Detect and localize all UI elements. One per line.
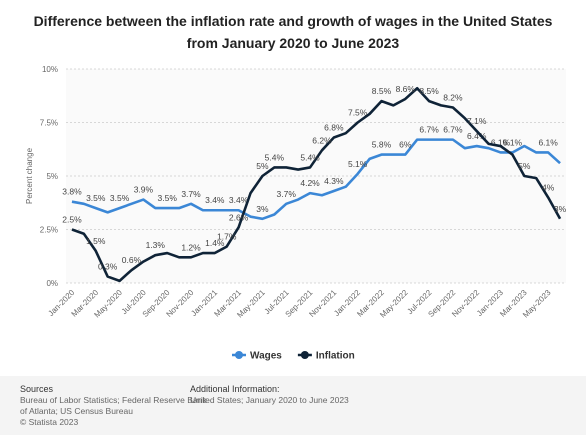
data-label: 1.7% (217, 232, 237, 242)
source-line: © Statista 2023 (20, 417, 79, 427)
y-tick-label: 2.5% (40, 226, 58, 235)
data-label: 6.2% (312, 135, 332, 145)
source-line: Bureau of Labor Statistics; Federal Rese… (20, 395, 207, 405)
data-label: 3.4% (205, 195, 225, 205)
y-tick-label: 10% (42, 65, 58, 74)
data-label: 5.1% (348, 159, 368, 169)
data-label: 6.8% (324, 122, 344, 132)
data-label: 3% (256, 204, 269, 214)
data-label: 3.7% (277, 189, 297, 199)
data-label: 0.6% (122, 255, 142, 265)
chart-title: Difference between the inflation rate an… (33, 13, 553, 51)
data-label: 4% (542, 182, 555, 192)
data-label: 3.5% (110, 193, 130, 203)
data-label: 7.5% (348, 108, 368, 118)
data-label: 3% (554, 204, 567, 214)
data-label: 1.3% (146, 240, 166, 250)
chart: 0%2.5%5%7.5%10%Percent changeJan-2020Mar… (25, 65, 567, 362)
data-label: 1.5% (86, 236, 106, 246)
data-label: 4.3% (324, 176, 344, 186)
data-label: 8.5% (419, 86, 439, 96)
info-text: United States; January 2020 to June 2023 (190, 395, 349, 405)
y-axis-label: Percent change (25, 147, 34, 204)
y-tick-label: 7.5% (40, 119, 58, 128)
data-label: 5.4% (265, 152, 285, 162)
legend-item: Inflation (297, 351, 355, 362)
data-label: 5% (256, 161, 269, 171)
data-label: 6.7% (419, 125, 439, 135)
data-label: 6.1% (503, 137, 523, 147)
data-label: 3.5% (86, 193, 106, 203)
legend-label: Inflation (316, 351, 355, 362)
sources-title: Sources (20, 384, 54, 394)
footer: Sources Bureau of Labor Statistics; Fede… (0, 376, 586, 435)
data-label: 8.5% (372, 86, 392, 96)
data-label: 8.2% (443, 93, 463, 103)
data-label: 5.8% (372, 140, 392, 150)
data-label: 3.9% (134, 185, 154, 195)
info-title: Additional Information: (190, 384, 280, 394)
legend-dot (235, 351, 243, 359)
data-label: 3.7% (181, 189, 201, 199)
data-label: 1.4% (205, 238, 225, 248)
data-label: 6.1% (491, 137, 511, 147)
data-label: 2.6% (229, 212, 249, 222)
data-label: 6.1% (538, 137, 558, 147)
legend-item: Wages (232, 351, 282, 362)
data-label: 1.2% (181, 242, 201, 252)
data-label: 3.4% (229, 195, 249, 205)
data-label: 5.4% (300, 152, 320, 162)
y-tick-label: 0% (46, 279, 58, 288)
data-label: 8.6% (396, 84, 416, 94)
data-label: 2.5% (62, 215, 82, 225)
series-line (71, 86, 562, 283)
data-label: 6% (399, 140, 412, 150)
legend-label: Wages (250, 351, 282, 362)
data-label: 6.4% (467, 131, 487, 141)
source-line: of Atlanta; US Census Bureau (20, 406, 133, 416)
y-tick-label: 5% (46, 172, 58, 181)
data-label: 4.2% (300, 178, 320, 188)
data-label: 0.3% (98, 262, 118, 272)
data-label: 3.5% (158, 193, 178, 203)
data-label: 6.7% (443, 125, 463, 135)
data-label: 5% (518, 161, 531, 171)
series-line (71, 138, 561, 221)
legend-dot (300, 351, 309, 359)
data-label: 7.1% (467, 116, 487, 126)
data-label: 3.8% (62, 187, 82, 197)
